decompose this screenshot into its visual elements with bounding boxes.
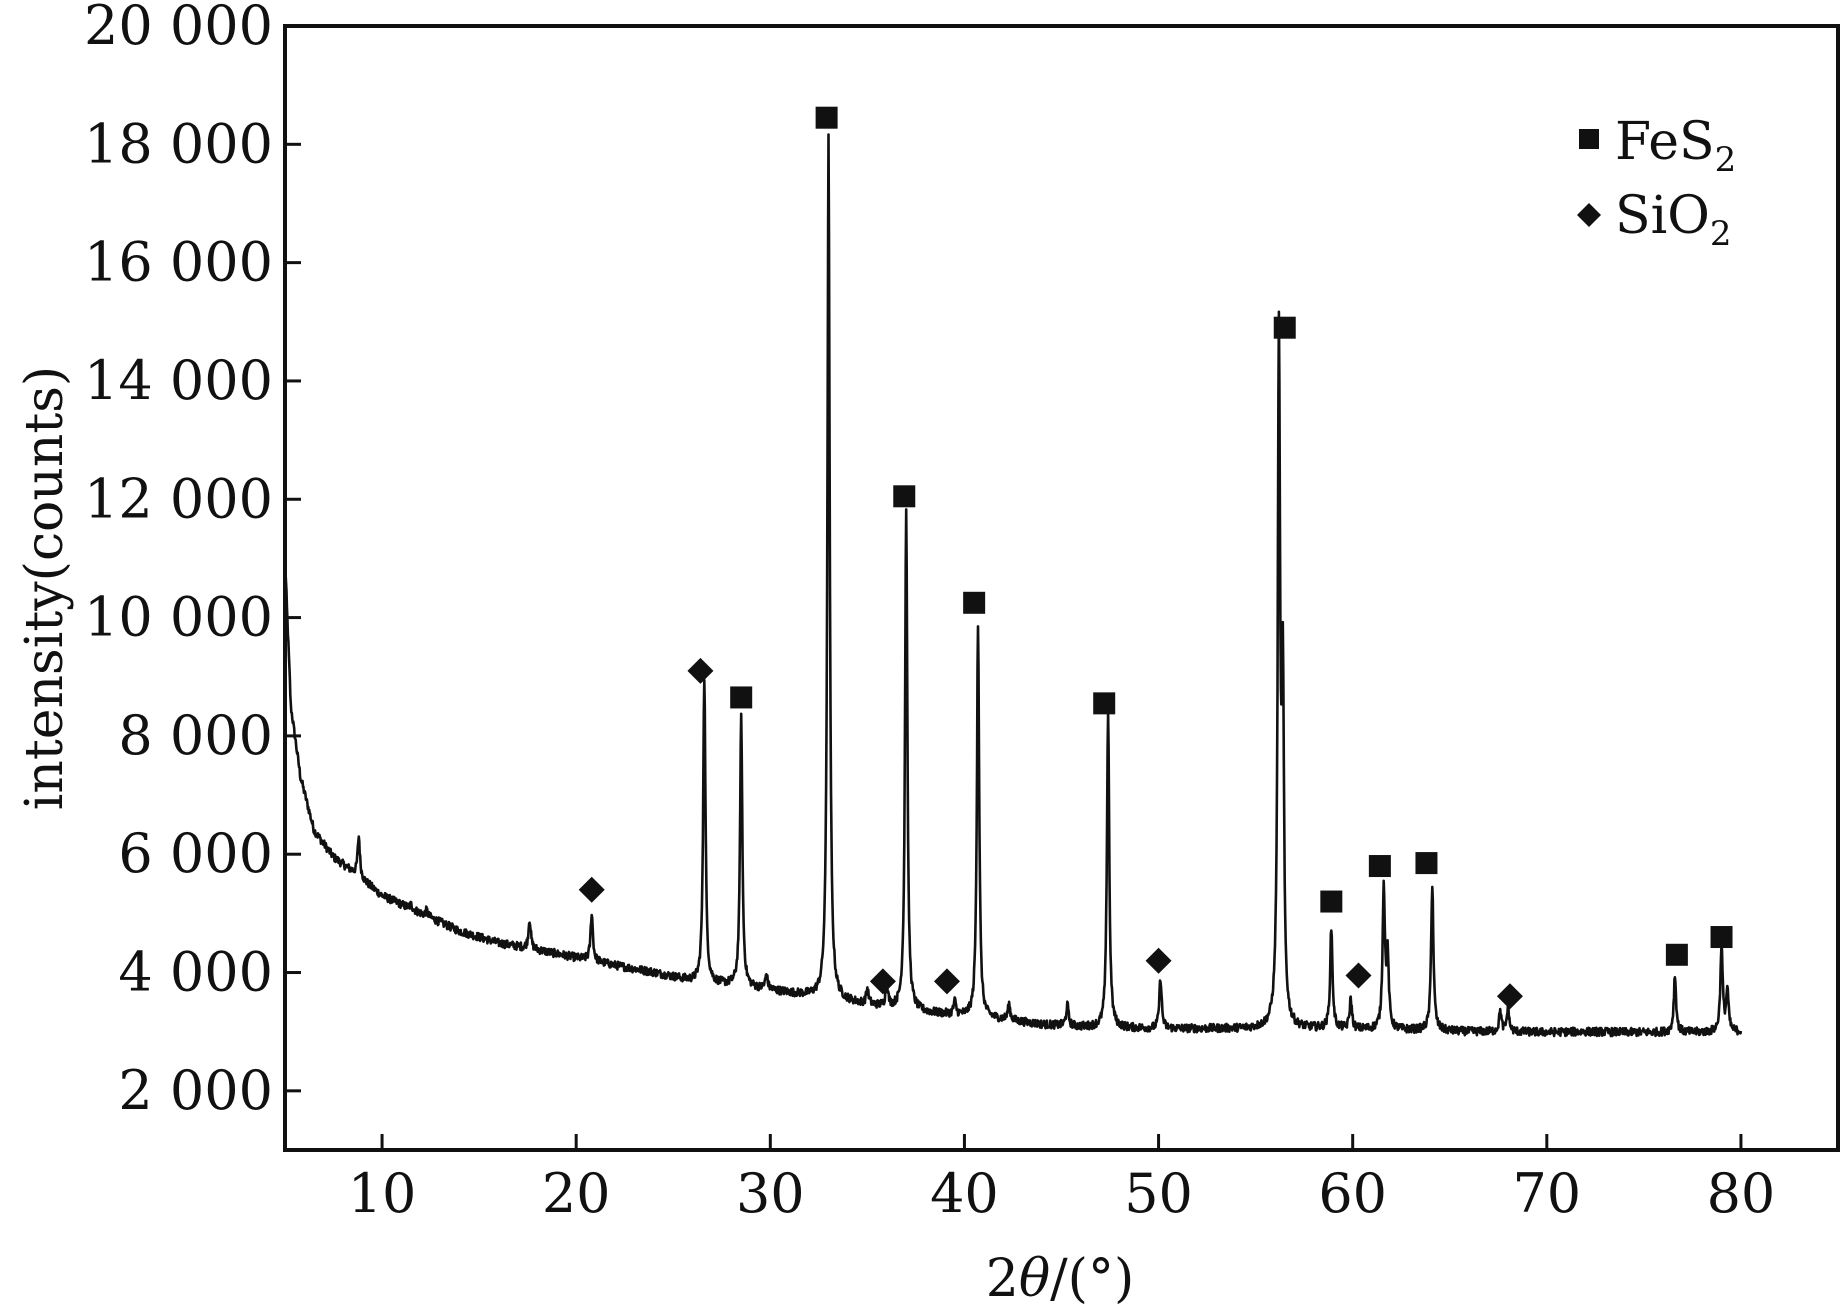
y-tick-label-5: 12 000 (84, 467, 273, 530)
plot-frame (283, 24, 1840, 1152)
fes2-peak-marker-16 (1665, 943, 1688, 966)
x-tick-label-6: 70 (1512, 1162, 1581, 1225)
sio2-peak-marker-1 (687, 657, 714, 684)
x-axis: 10 20 30 40 50 60 70 80 (348, 1134, 1776, 1225)
legend-sio2-diamond-icon (1577, 203, 1601, 227)
x-tick-label-4: 50 (1124, 1162, 1193, 1225)
sio2-peak-marker-15 (1496, 983, 1523, 1010)
y-tick-label-2: 6 000 (118, 822, 273, 885)
fes2-peak-marker-11 (1320, 890, 1343, 913)
fes2-peak-marker-5 (893, 485, 916, 508)
legend-sio2-label: SiO2 (1615, 186, 1732, 254)
legend-sio2-sub: 2 (1710, 214, 1732, 254)
sio2-peak-marker-6 (933, 968, 960, 995)
x-tick-label-5: 60 (1318, 1162, 1387, 1225)
sio2-peak-marker-0 (578, 876, 605, 903)
fes2-peak-marker-10 (1273, 316, 1296, 339)
x-axis-title-prefix: 2 (986, 1249, 1019, 1309)
legend: FeS2 SiO2 (1577, 112, 1736, 254)
legend-fes2-square-icon (1579, 129, 1599, 149)
y-tick-label-9: 20 000 (84, 0, 273, 57)
y-axis-title: intensity(counts) (15, 366, 75, 810)
fes2-peak-marker-2 (730, 686, 753, 709)
fes2-peak-marker-14 (1415, 852, 1438, 875)
x-axis-title-symbol: θ (1019, 1249, 1050, 1309)
legend-fes2-label: FeS2 (1615, 112, 1736, 180)
sio2-peak-marker-12 (1345, 962, 1372, 989)
fes2-peak-marker-13 (1368, 855, 1391, 878)
x-tick-label-1: 20 (542, 1162, 611, 1225)
sio2-peak-marker-4 (869, 968, 896, 995)
legend-fes2-base: FeS (1615, 112, 1715, 172)
x-tick-label-0: 10 (348, 1162, 417, 1225)
y-tick-label-3: 8 000 (118, 704, 273, 767)
y-tick-label-8: 18 000 (84, 112, 273, 175)
fes2-peak-marker-8 (1093, 692, 1116, 715)
y-tick-label-4: 10 000 (84, 586, 273, 649)
x-tick-label-7: 80 (1707, 1162, 1776, 1225)
legend-sio2-base: SiO (1615, 186, 1710, 246)
y-tick-label-7: 16 000 (84, 231, 273, 294)
y-tick-label-6: 14 000 (84, 349, 273, 412)
x-axis-title: 2θ/(°) (986, 1249, 1135, 1309)
legend-fes2-sub: 2 (1715, 140, 1737, 180)
phase-markers (578, 106, 1733, 1010)
x-tick-label-3: 40 (930, 1162, 999, 1225)
x-axis-title-suffix: /(°) (1050, 1249, 1134, 1309)
y-tick-label-0: 2 000 (118, 1059, 273, 1122)
fes2-peak-marker-17 (1710, 926, 1733, 949)
y-tick-label-1: 4 000 (118, 941, 273, 1004)
y-axis: 2 000 4 000 6 000 8 000 10 000 12 000 14 000 16… (84, 0, 301, 1122)
diffraction-pattern-line (283, 133, 1743, 1038)
fes2-peak-marker-7 (963, 591, 986, 614)
sio2-peak-marker-9 (1145, 947, 1172, 974)
fes2-peak-marker-3 (815, 106, 838, 129)
x-tick-label-2: 30 (736, 1162, 805, 1225)
